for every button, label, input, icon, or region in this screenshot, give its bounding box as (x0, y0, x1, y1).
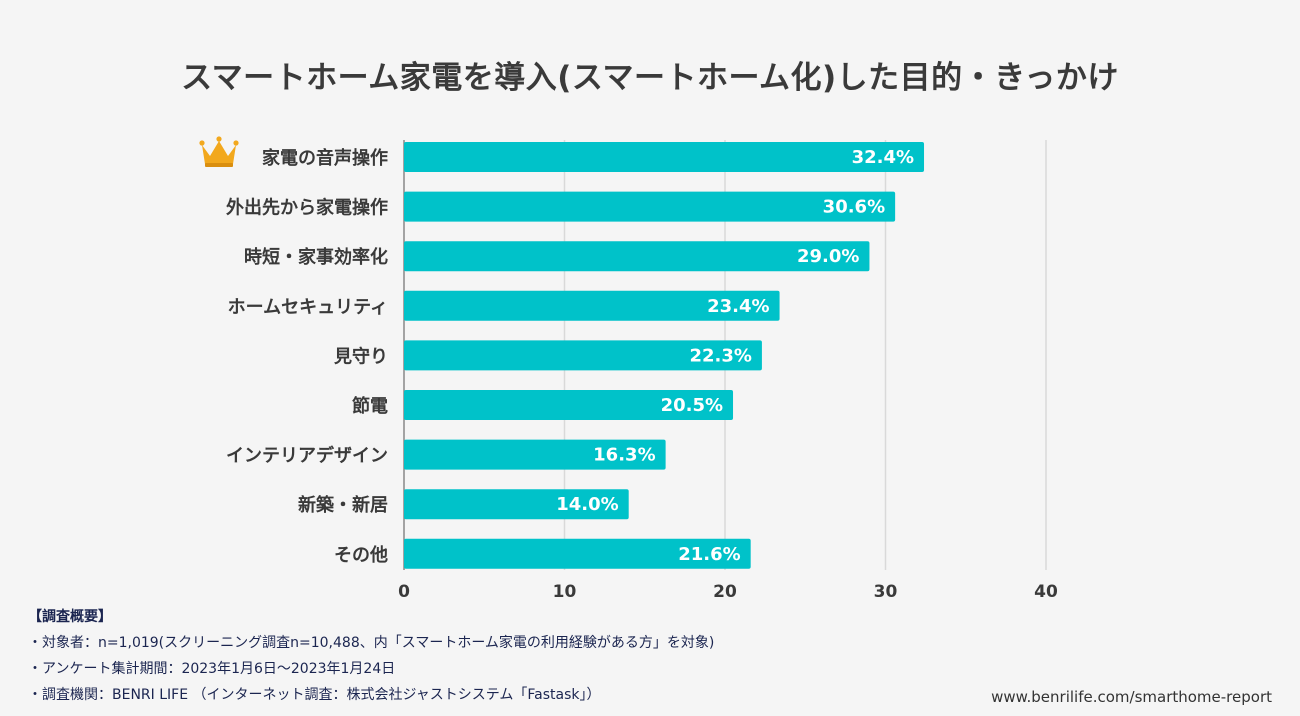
survey-summary: 【調査概要】 ・対象者：n=1,019(スクリーニング調査n=10,488、内「… (28, 604, 714, 708)
bar-value-label: 23.4% (707, 296, 769, 317)
bar-value-label: 30.6% (823, 197, 885, 218)
survey-line-agency: ・調査機関：BENRI LIFE （インターネット調査：株式会社ジャストシステム… (28, 687, 601, 703)
category-label: ホームセキュリティ (228, 297, 388, 318)
category-label: 新築・新居 (298, 494, 388, 516)
bar (404, 439, 666, 470)
bar (404, 340, 762, 371)
x-tick-label: 20 (713, 582, 737, 602)
crown-body (202, 141, 236, 164)
bar-value-label: 16.3% (593, 445, 655, 466)
crown-jewel (199, 140, 205, 146)
bar (404, 390, 734, 420)
x-tick-label: 40 (1034, 582, 1058, 602)
survey-line-target: ・対象者：n=1,019(スクリーニング調査n=10,488、内「スマートホーム… (28, 635, 715, 651)
bar-value-label: 22.3% (689, 345, 751, 366)
bar (404, 290, 780, 321)
category-label: 家電の音声操作 (262, 147, 388, 169)
category-label: 節電 (352, 395, 388, 417)
bar-value-label: 20.5% (661, 395, 723, 416)
crown-jewel (216, 136, 222, 142)
bar (404, 489, 629, 520)
chart-title: スマートホーム家電を導入(スマートホーム化)した目的・きっかけ (181, 60, 1119, 96)
category-label: 外出先から家電操作 (226, 197, 388, 219)
bar-value-label: 21.6% (678, 544, 740, 565)
bar-chart: 0 10 20 30 40 32.4% 家電の音声操作 30.6% 外出先から家電操作 29.0%… (199, 136, 1058, 602)
bar (404, 538, 751, 569)
bar (404, 191, 896, 222)
category-label: インテリアデザイン (226, 445, 388, 467)
bar-value-label: 29.0% (797, 246, 859, 267)
bar (404, 142, 925, 172)
category-label: 見守り (333, 345, 388, 367)
x-tick-label: 30 (874, 582, 898, 602)
bar-value-label: 14.0% (556, 494, 618, 515)
bar-value-label: 32.4% (852, 147, 914, 168)
x-tick-label: 0 (398, 582, 410, 602)
crown-band (205, 163, 233, 167)
category-label: その他 (334, 544, 388, 566)
survey-line-period: ・アンケート集計期間：2023年1月6日〜2023年1月24日 (28, 661, 396, 677)
bar (404, 241, 870, 272)
category-label: 時短・家事効率化 (244, 246, 388, 268)
site-url[interactable]: www.benrilife.com/smarthome-report (991, 688, 1272, 706)
x-tick-label: 10 (553, 582, 577, 602)
crown-jewel (233, 140, 239, 146)
survey-heading: 【調査概要】 (28, 609, 112, 625)
crown-icon (199, 136, 239, 167)
